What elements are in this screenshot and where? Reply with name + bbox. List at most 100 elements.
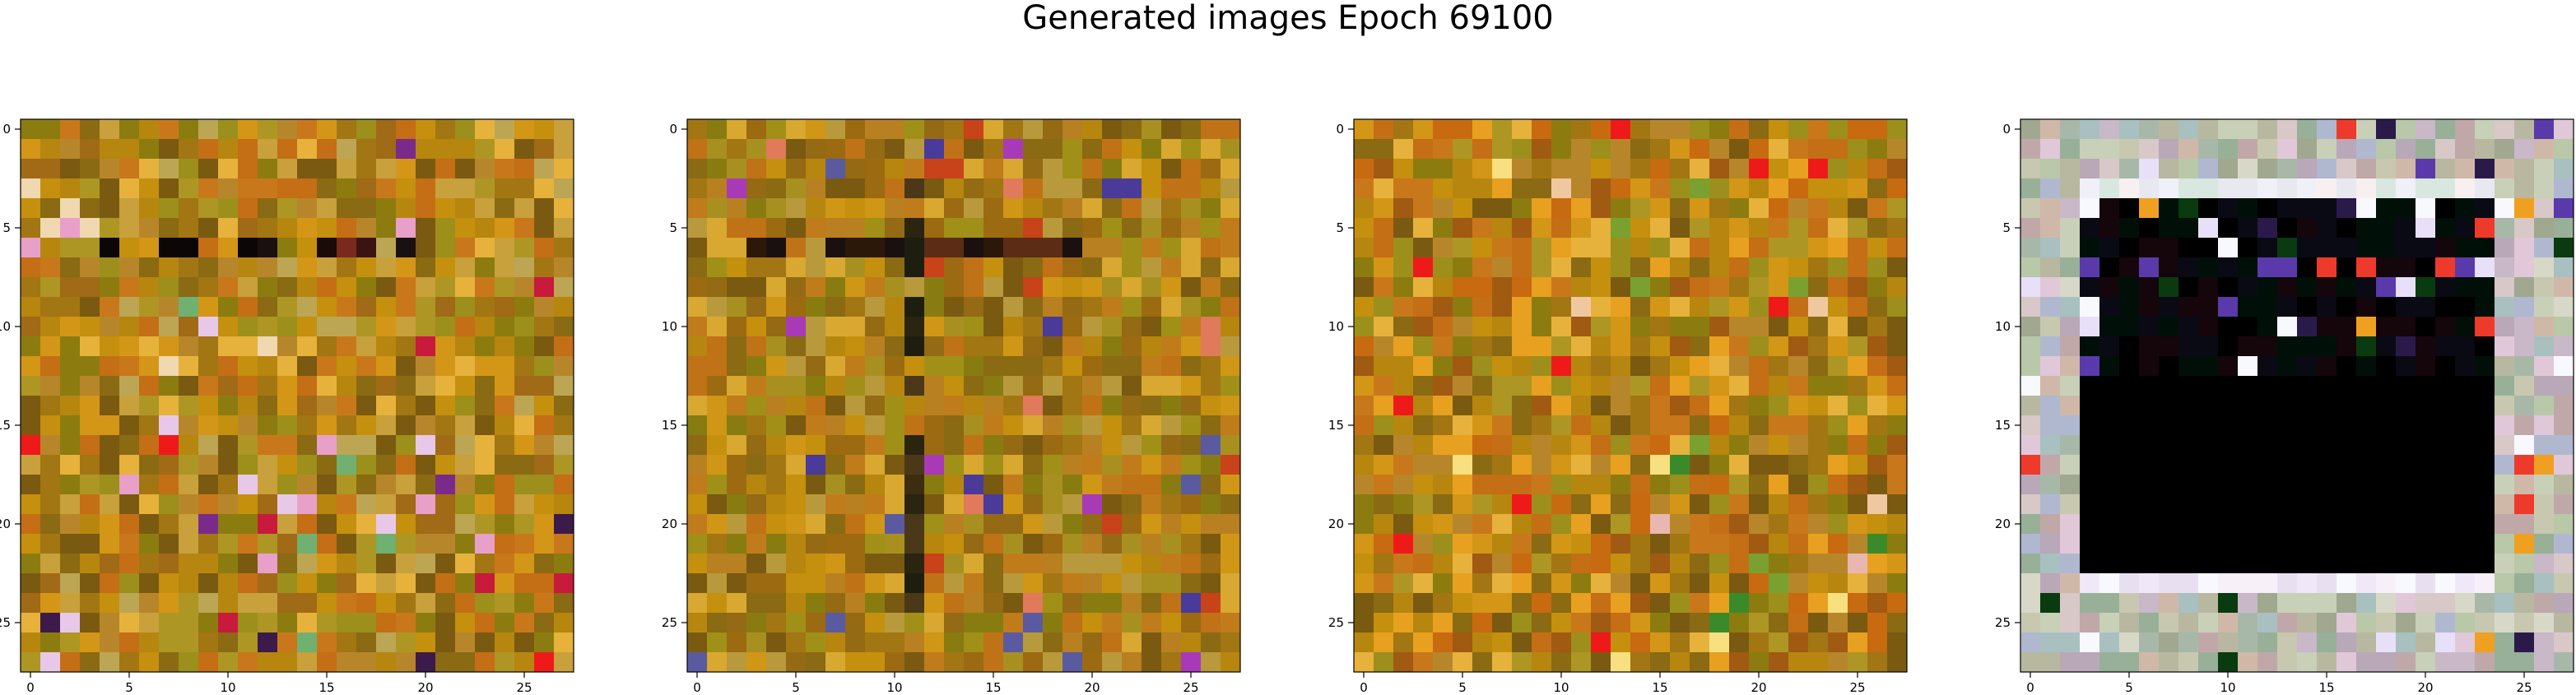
pixel — [1082, 632, 1103, 653]
pixel — [727, 593, 747, 614]
pixel — [1453, 494, 1473, 515]
pixel — [1551, 613, 1572, 633]
pixel — [1354, 198, 1374, 219]
pixel — [2139, 494, 2160, 515]
pixel — [885, 475, 905, 495]
y-tick-label: 0 — [1336, 122, 1344, 137]
pixel — [1492, 613, 1513, 633]
pixel — [139, 238, 160, 258]
pixel — [21, 613, 41, 633]
pixel — [1221, 238, 1241, 258]
pixel — [1102, 178, 1123, 199]
pixel — [1551, 435, 1572, 456]
pixel — [2475, 632, 2495, 653]
pixel — [1492, 159, 1513, 179]
pixel — [786, 257, 807, 278]
pixel — [2297, 257, 2318, 278]
pixel — [139, 514, 160, 535]
pixel — [514, 415, 535, 436]
pixel — [2435, 178, 2456, 199]
pixel — [297, 455, 318, 475]
pixel — [40, 277, 61, 298]
pixel — [2317, 376, 2337, 396]
pixel — [825, 475, 846, 495]
pixel — [1413, 178, 1434, 199]
pixel — [766, 455, 787, 475]
pixel — [258, 613, 278, 633]
pixel — [885, 534, 905, 554]
pixel — [2396, 277, 2416, 298]
pixel — [2376, 317, 2397, 337]
pixel — [707, 336, 728, 357]
pixel — [1354, 494, 1374, 515]
pixel — [1023, 573, 1044, 594]
pixel — [1769, 573, 1789, 594]
pixel — [1003, 455, 1024, 475]
pixel — [1023, 415, 1044, 436]
pixel — [238, 238, 258, 258]
pixel — [1591, 554, 1611, 574]
pixel — [885, 435, 905, 456]
pixel — [416, 554, 436, 574]
pixel — [964, 376, 984, 396]
pixel — [495, 475, 515, 495]
pixel — [1142, 376, 1162, 396]
pixel — [514, 593, 535, 614]
pixel — [1611, 652, 1631, 673]
pixel — [435, 534, 456, 554]
pixel — [1122, 336, 1142, 357]
pixel — [766, 178, 787, 199]
pixel — [475, 613, 495, 633]
pixel — [924, 178, 945, 199]
pixel — [1828, 494, 1848, 515]
pixel — [60, 198, 81, 219]
pixel — [1828, 356, 1848, 377]
pixel — [238, 297, 258, 317]
pixel — [983, 376, 1004, 396]
pixel — [806, 514, 826, 535]
pixel — [1729, 652, 1750, 673]
pixel — [119, 336, 140, 357]
pixel — [845, 336, 866, 357]
pixel — [2020, 573, 2041, 594]
pixel — [119, 514, 140, 535]
pixel — [1769, 652, 1789, 673]
pixel — [2119, 297, 2140, 317]
pixel — [1650, 376, 1671, 396]
pixel — [218, 159, 239, 179]
pixel — [2040, 455, 2061, 475]
pixel — [944, 277, 965, 298]
pixel — [2297, 139, 2318, 160]
pixel — [2297, 554, 2318, 574]
pixel — [1201, 336, 1221, 357]
pixel — [1670, 198, 1690, 219]
pixel — [1828, 455, 1848, 475]
pixel — [1887, 317, 1908, 337]
pixel — [21, 218, 41, 239]
pixel — [2119, 218, 2140, 239]
pixel — [2534, 613, 2555, 633]
pixel — [1181, 119, 1202, 140]
y-tick-label: 25 — [1995, 615, 2011, 630]
pixel — [277, 356, 298, 377]
pixel — [746, 139, 767, 160]
pixel — [1512, 119, 1532, 140]
pixel — [1512, 218, 1532, 239]
pixel — [2159, 178, 2179, 199]
pixel — [21, 297, 41, 317]
pixel — [139, 534, 160, 554]
pixel — [1142, 455, 1162, 475]
pixel — [139, 356, 160, 377]
pixel — [2218, 435, 2239, 456]
pixel — [396, 534, 416, 554]
pixel — [1082, 396, 1103, 416]
pixel — [2356, 159, 2377, 179]
pixel — [1709, 277, 1730, 298]
pixel — [1571, 475, 1592, 495]
pixel — [1670, 139, 1690, 160]
pixel — [1867, 238, 1888, 258]
pixel — [1413, 534, 1434, 554]
pixel — [1374, 613, 1394, 633]
pixel — [2178, 475, 2199, 495]
pixel — [356, 494, 377, 515]
